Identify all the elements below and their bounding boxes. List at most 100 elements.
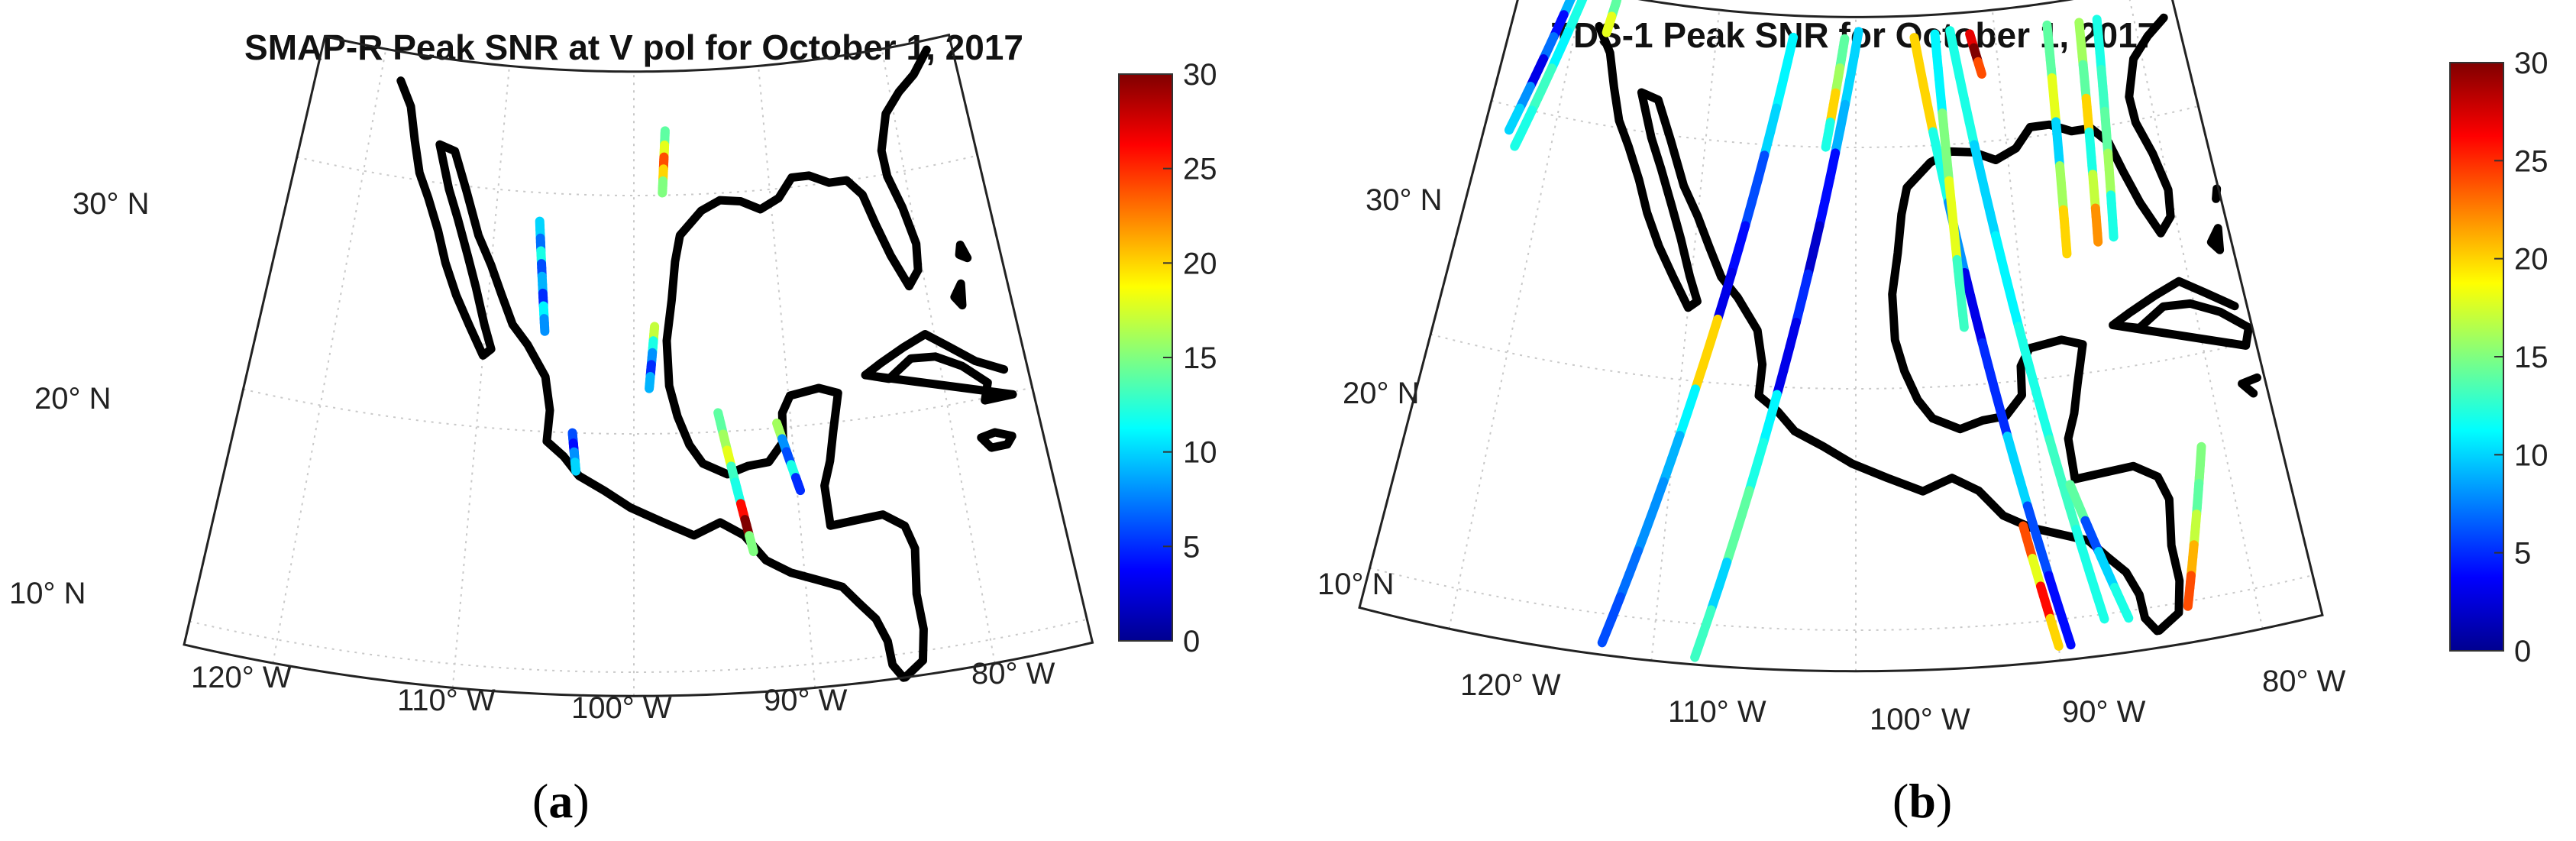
snr-track — [567, 428, 581, 476]
snr-track — [2092, 15, 2119, 242]
lon-label-120w-b: 120° W — [1460, 668, 1561, 702]
snr-track — [2065, 480, 2134, 623]
grid-lon-80 — [881, 48, 996, 664]
snr-segment — [747, 542, 758, 557]
lon-label-100w-b: 100° W — [1870, 703, 1970, 736]
caption-b-close: ) — [1936, 774, 1952, 828]
snr-tracks-a — [535, 126, 806, 557]
map-area-b — [1358, 0, 2324, 673]
snr-track — [1945, 26, 2109, 624]
lon-label-90w-b: 90° W — [2062, 695, 2146, 729]
snr-track — [1690, 27, 1863, 662]
snr-track — [1504, 0, 1576, 135]
coast-cuba — [2109, 277, 2253, 350]
snr-segment — [2122, 608, 2134, 623]
coast-bahamas — [955, 241, 972, 263]
snr-track — [2018, 521, 2064, 651]
map-area-a — [183, 33, 1094, 697]
snr-segment — [2108, 224, 2119, 242]
colorbar-tick-label: 25 — [1183, 153, 1217, 186]
coast-gulf — [1888, 13, 2184, 636]
grid-lon-80 — [2128, 0, 2264, 629]
colorbar-a: 30 25 20 15 10 5 0 — [1118, 58, 1217, 658]
snr-track — [658, 126, 670, 198]
caption-b-letter: b — [1909, 774, 1936, 828]
snr-segment — [2052, 636, 2064, 651]
grid-lon-110 — [1650, 9, 1721, 661]
colorbar-tick-label: 25 — [2514, 144, 2549, 178]
snr-track — [713, 408, 758, 557]
coast-bahamas — [950, 279, 967, 310]
coast-jamaica — [2238, 373, 2261, 398]
grid-lon-110 — [451, 66, 510, 688]
snr-track — [1930, 29, 1969, 332]
colorbar-ticks-b: 30 25 20 15 10 5 0 — [2494, 47, 2549, 668]
snr-track — [2042, 20, 2072, 259]
colorbar-tick-label: 20 — [1183, 247, 1217, 280]
snr-track — [535, 216, 550, 336]
lat-label-30n-a: 30° N — [73, 187, 150, 221]
grid-lon-120 — [272, 48, 387, 664]
coastline-a — [396, 45, 1017, 682]
panel-a-title: SMAP-R Peak SNR at V pol for October 1, … — [244, 27, 1023, 67]
snr-track — [1821, 34, 1850, 152]
grid-lat-10 — [189, 618, 1088, 674]
lat-label-10n-b: 10° N — [1317, 568, 1395, 601]
caption-a-close: ) — [573, 774, 589, 828]
snr-track — [772, 419, 806, 496]
snr-segment — [1602, 26, 1612, 37]
colorbar-tick-label: 20 — [2514, 243, 2549, 277]
coast-pacific — [396, 76, 908, 682]
map-frame-a — [183, 33, 1094, 697]
lon-label-80w-a: 80° W — [971, 657, 1055, 691]
caption-b: (b) — [1892, 774, 1952, 828]
lon-label-80w-b: 80° W — [2262, 665, 2346, 698]
colorbar-tick-label: 0 — [1183, 625, 1200, 658]
colorbar-tick-label: 10 — [1183, 436, 1217, 470]
snr-segment — [1821, 138, 1831, 152]
lon-label-110w-b: 110° W — [1668, 695, 1766, 729]
gridlines-a — [189, 48, 1088, 697]
svg-text:(b): (b) — [1892, 774, 1952, 828]
coast-bahamas — [2212, 184, 2222, 203]
panel-b: TDS-1 Peak SNR for October 1, 2017 30° N… — [1317, 0, 2549, 828]
colorbar-tick-label: 15 — [2514, 341, 2549, 374]
coast-bahamas — [2206, 224, 2225, 254]
colorbar-b: 30 25 20 15 10 5 0 — [2449, 47, 2549, 668]
snr-segment — [1504, 120, 1517, 135]
colorbar-tick-label: 30 — [1183, 58, 1217, 92]
panel-a: SMAP-R Peak SNR at V pol for October 1, … — [9, 27, 1217, 828]
snr-segment — [2183, 595, 2193, 611]
snr-track — [645, 322, 660, 393]
colorbar-tick-label: 0 — [2514, 635, 2531, 668]
map-frame-b — [1358, 0, 2324, 673]
grid-lon-90 — [758, 66, 816, 688]
coast-jamaica — [977, 428, 1017, 452]
grid-lon-120 — [1448, 0, 1583, 629]
colorbar-tick-label: 10 — [2514, 438, 2549, 472]
lon-label-110w-a: 110° W — [397, 684, 496, 717]
caption-a-letter: a — [548, 774, 573, 828]
coast-gulf — [662, 45, 931, 682]
snr-segment — [1510, 135, 1523, 151]
snr-segment — [1597, 615, 1616, 648]
snr-segment — [2058, 617, 2076, 650]
lat-label-20n-a: 20° N — [34, 382, 112, 416]
colorbar-ticks-a: 30 25 20 15 10 5 0 — [1163, 58, 1217, 658]
snr-segment — [2093, 592, 2109, 624]
snr-track — [1510, 0, 1588, 151]
lat-label-20n-b: 20° N — [1343, 377, 1420, 410]
grid-lon-90 — [1991, 9, 2061, 661]
snr-track — [2183, 442, 2206, 611]
gridlines-b — [1369, 0, 2313, 671]
lon-label-90w-a: 90° W — [764, 684, 848, 717]
colorbar-tick-label: 5 — [1183, 530, 1200, 564]
caption-a-open: ( — [532, 774, 548, 828]
grid-lat-20 — [1430, 333, 2256, 390]
snr-segment — [1976, 67, 1986, 79]
grid-lat-20 — [243, 387, 1033, 435]
svg-text:(a): (a) — [532, 774, 590, 828]
lon-label-100w-a: 100° W — [571, 691, 672, 725]
snr-tracks-b — [1504, 0, 2206, 662]
